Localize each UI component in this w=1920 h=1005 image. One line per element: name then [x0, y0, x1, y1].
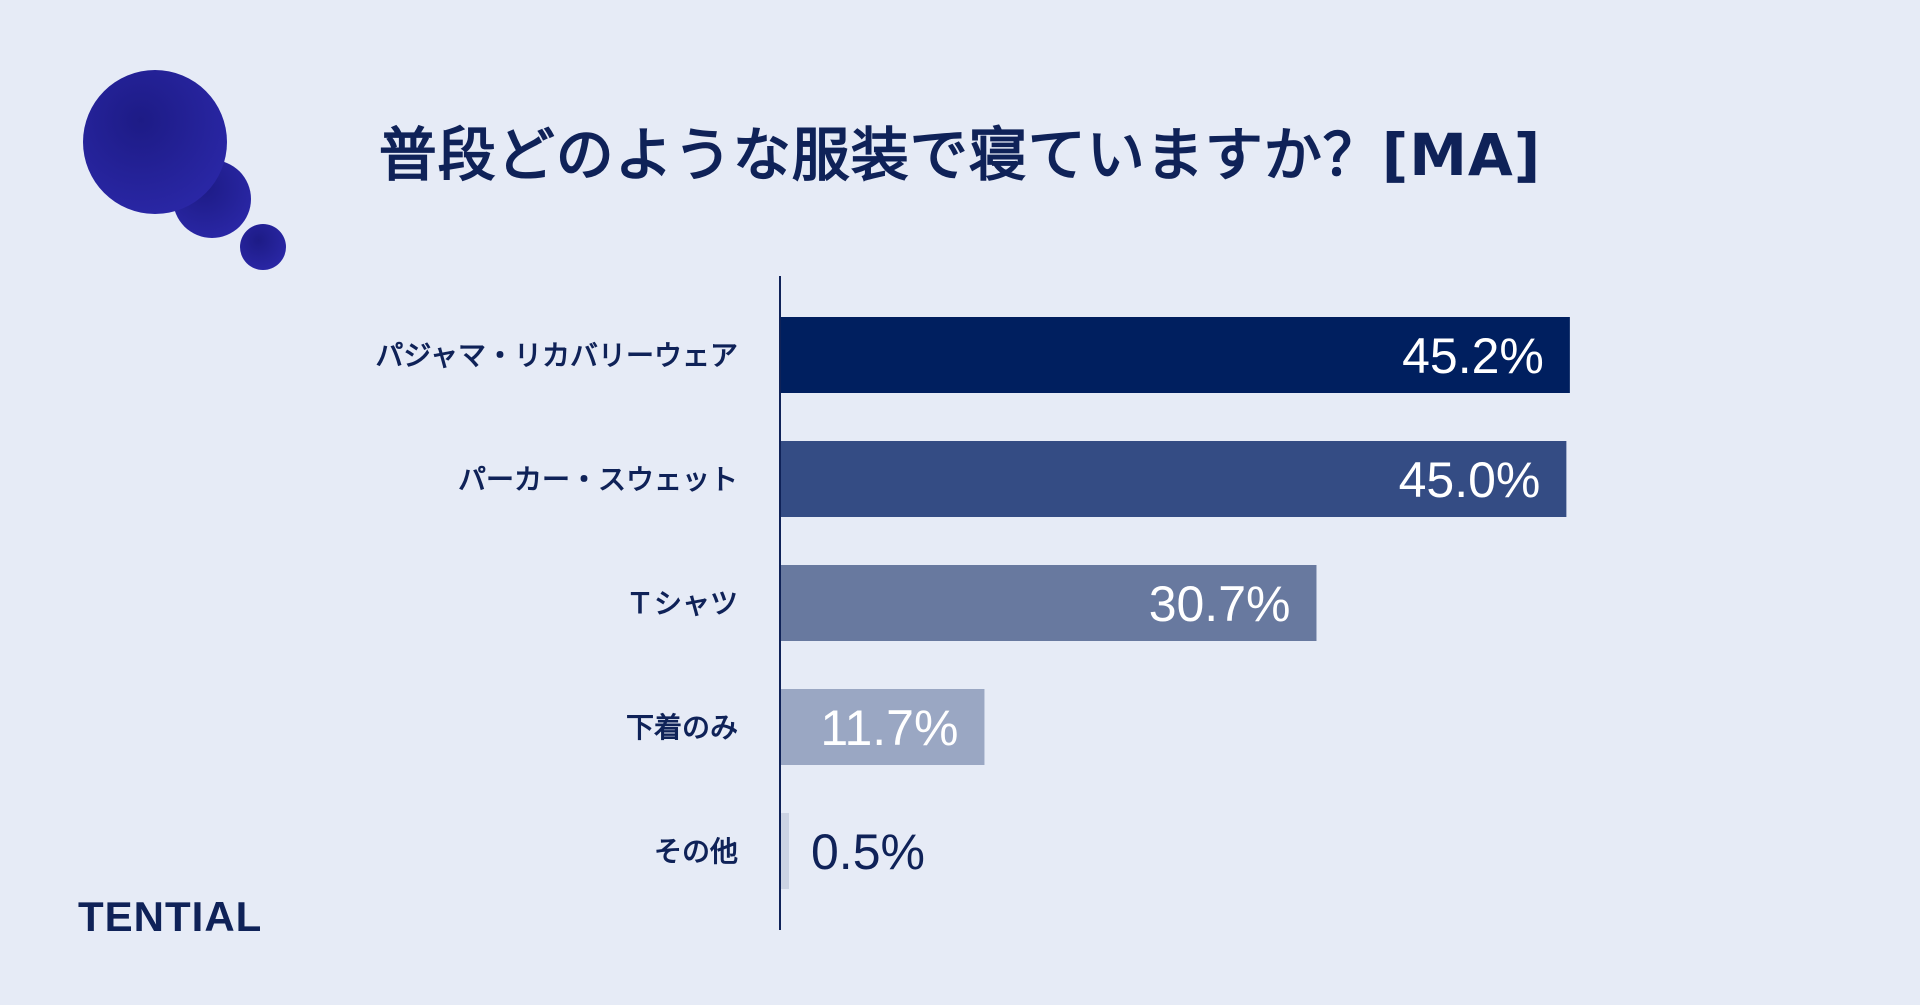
- bar-0: [780, 317, 1570, 393]
- brand-logo: TENTIAL: [78, 893, 263, 940]
- value-label-2: 30.7%: [1149, 576, 1291, 632]
- thought-bubble-decoration: [83, 70, 286, 270]
- value-label-0: 45.2%: [1402, 328, 1544, 384]
- category-label-3: 下着のみ: [626, 711, 738, 744]
- bar-2: [780, 565, 1317, 641]
- value-label-1: 45.0%: [1399, 452, 1541, 508]
- category-label-4: その他: [654, 835, 738, 868]
- value-label-4: 0.5%: [811, 824, 925, 880]
- bubble-small: [240, 224, 286, 270]
- bar-4: [780, 813, 789, 889]
- category-label-2: Ｔシャツ: [626, 587, 738, 620]
- bar-1: [780, 441, 1567, 517]
- value-label-3: 11.7%: [820, 700, 958, 756]
- bubble-large: [83, 70, 227, 214]
- bar-3: [780, 689, 985, 765]
- category-label-1: パーカー・スウェット: [458, 463, 738, 496]
- category-label-0: パジャマ・リカバリーウェア: [375, 339, 738, 372]
- chart-title: 普段どのような服装で寝ていますか？[MA]: [378, 121, 1542, 189]
